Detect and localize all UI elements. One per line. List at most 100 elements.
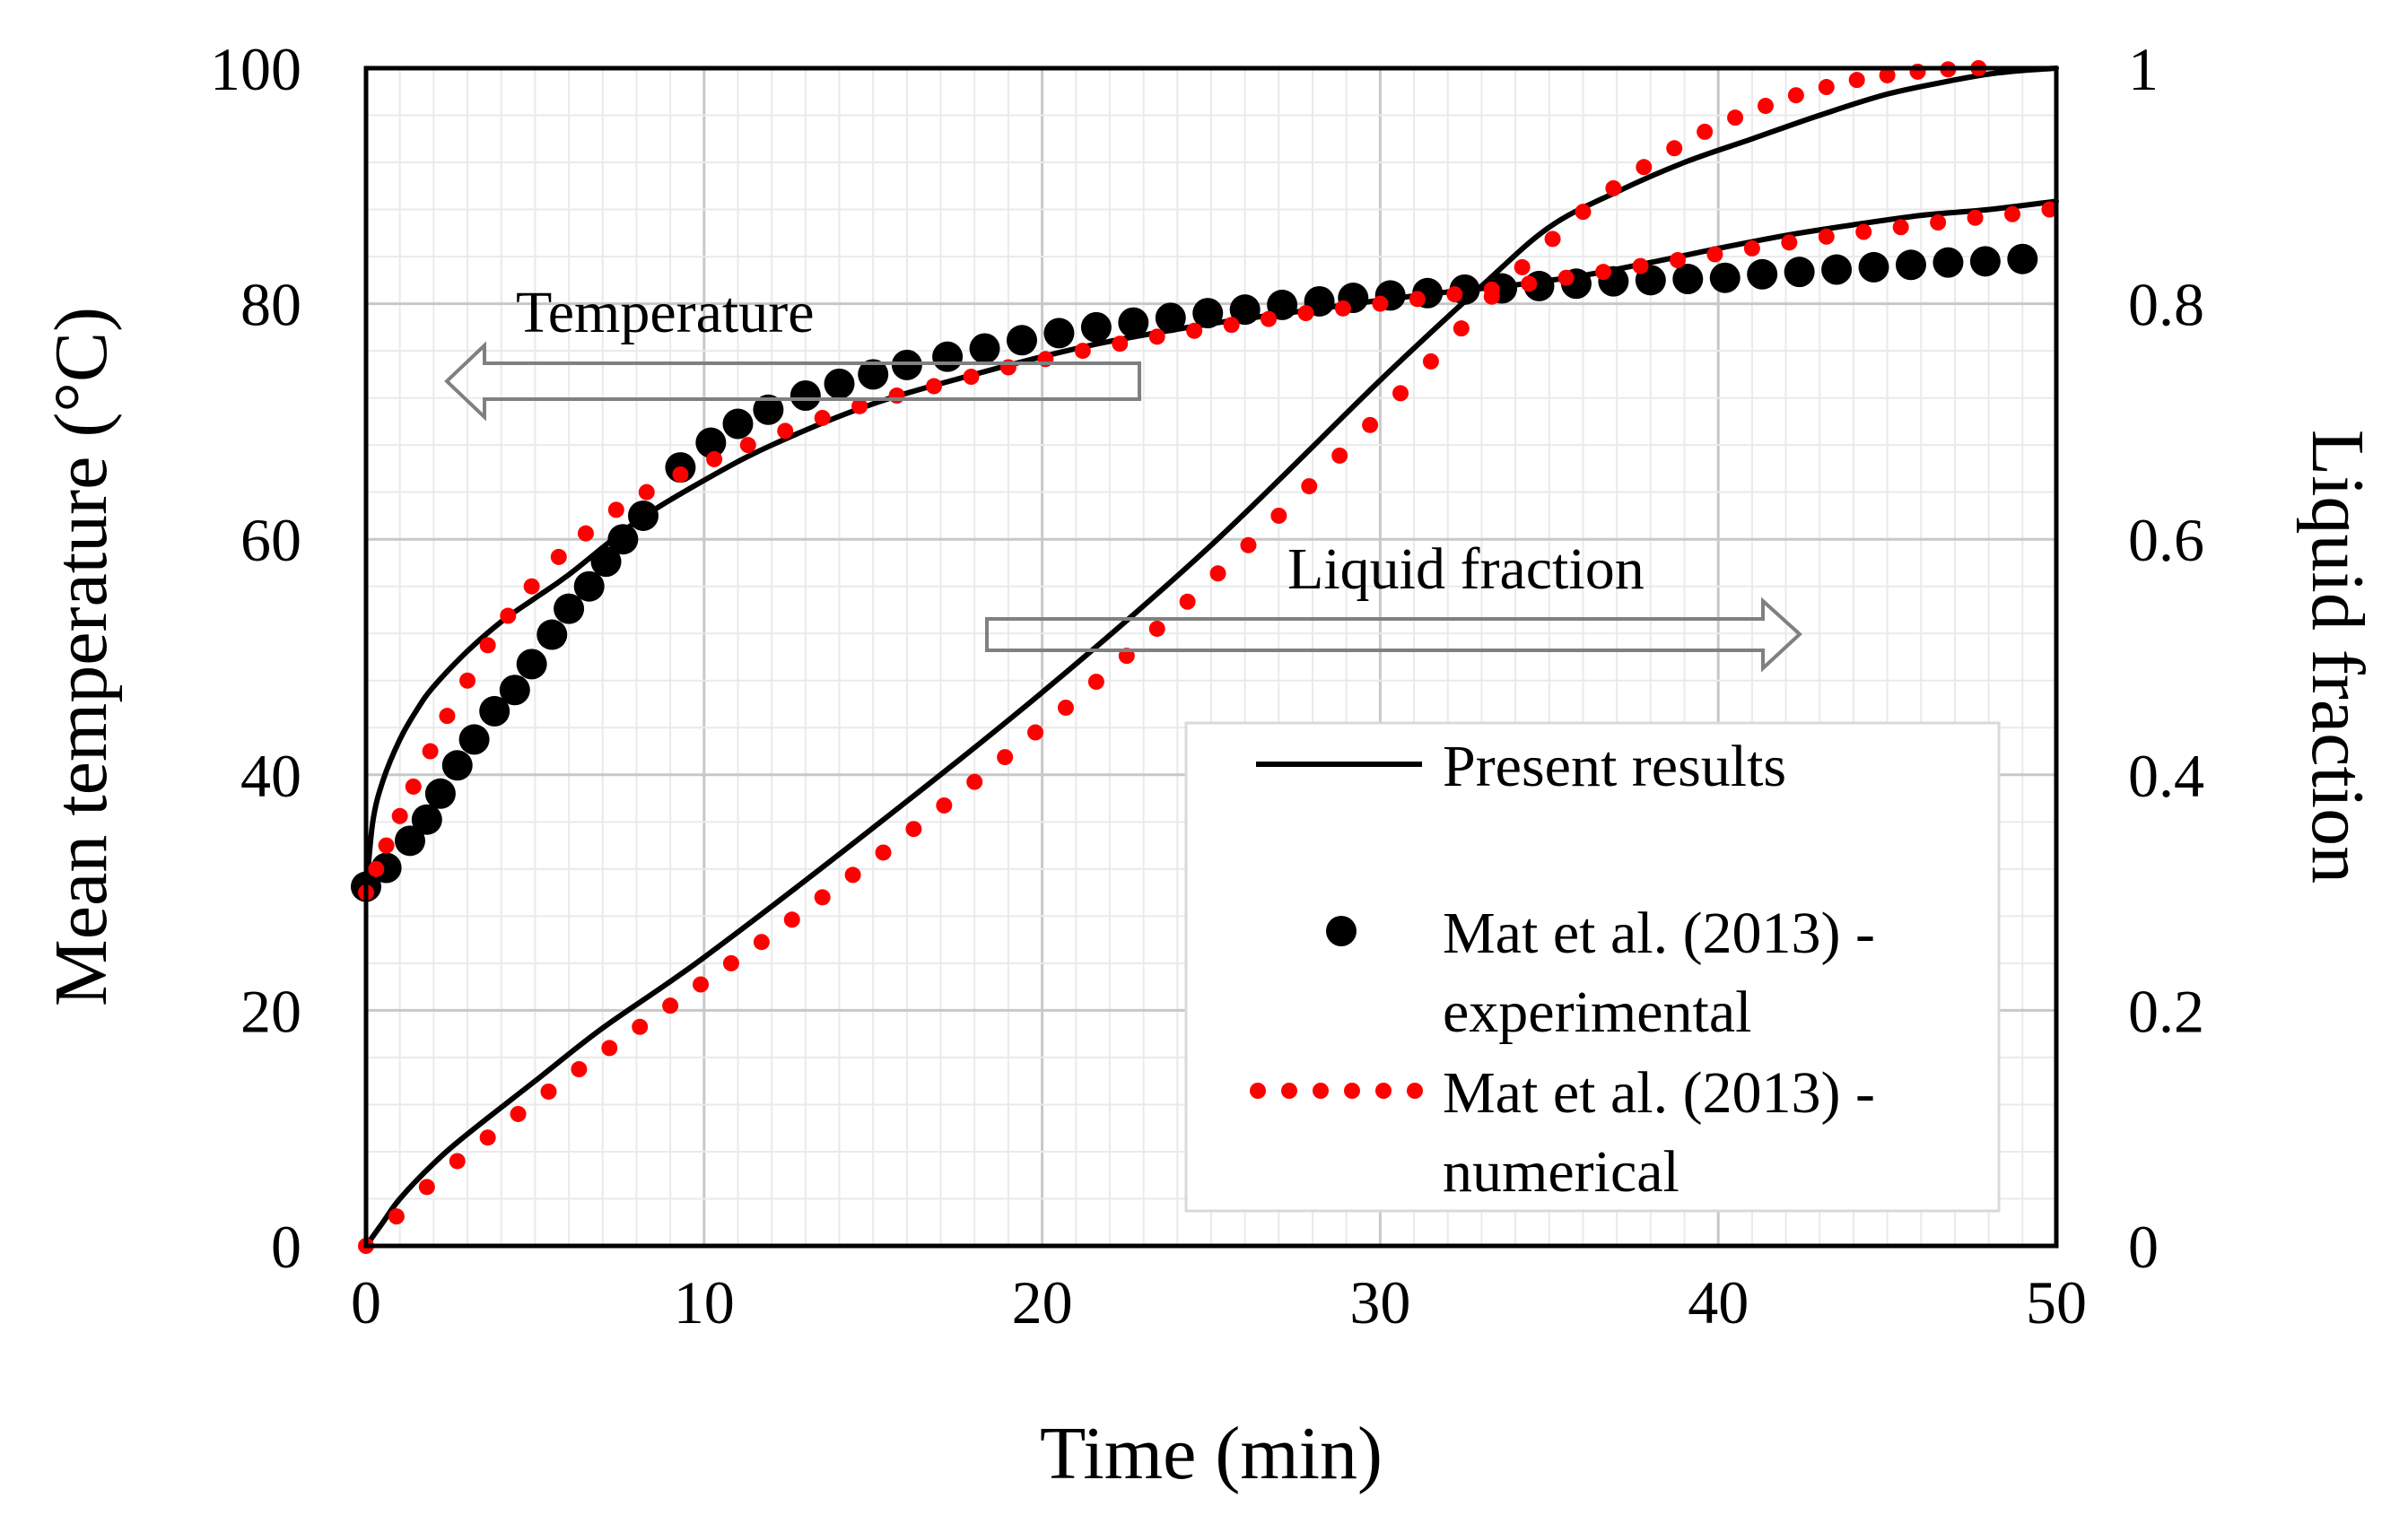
data-point <box>1514 258 1531 275</box>
data-point <box>411 804 442 835</box>
series-1 <box>363 65 2059 1249</box>
legend-label-experimental-line2: experimental <box>1443 980 1752 1045</box>
data-point <box>577 525 594 542</box>
x-tick-label: 0 <box>351 1268 381 1337</box>
data-point <box>1895 249 1926 281</box>
data-point <box>969 333 1000 364</box>
data-point <box>693 976 710 993</box>
data-point <box>1855 223 1872 240</box>
data-point <box>1672 264 1704 295</box>
data-point <box>627 500 659 531</box>
data-point <box>1155 302 1186 334</box>
y2-tick-label: 0.8 <box>2128 271 2204 339</box>
data-point <box>479 695 510 727</box>
data-point <box>1186 322 1203 339</box>
data-point <box>516 649 547 680</box>
data-point <box>1706 246 1723 263</box>
data-point <box>1229 294 1261 326</box>
data-point <box>1080 311 1112 343</box>
data-point <box>1446 286 1463 303</box>
data-point <box>1743 239 1760 257</box>
data-point <box>932 341 964 372</box>
data-point <box>1372 295 1389 312</box>
legend-swatch-numerical <box>1250 1083 1423 1099</box>
data-point <box>1933 247 1964 278</box>
data-point <box>706 450 723 467</box>
data-point <box>1223 317 1240 334</box>
data-point <box>814 409 831 426</box>
data-point <box>1362 416 1379 433</box>
legend-box <box>1184 721 2001 1213</box>
data-point <box>824 368 855 399</box>
data-point <box>601 1040 618 1057</box>
data-point <box>607 524 639 555</box>
legend-label-numerical-line1: Mat et al. (2013) - <box>1443 1060 1875 1126</box>
legend: Present results Mat et al. (2013) - expe… <box>1184 721 2001 1213</box>
data-point <box>388 1208 405 1225</box>
data-point <box>391 807 408 824</box>
y-tick-label: 20 <box>240 977 301 1045</box>
data-point <box>394 825 425 857</box>
data-point <box>814 889 831 906</box>
data-point <box>607 501 624 518</box>
data-point <box>1879 66 1896 83</box>
data-point <box>753 934 770 951</box>
legend-label-present: Present results <box>1443 734 1786 799</box>
data-point <box>695 427 727 458</box>
data-point <box>753 394 784 425</box>
y2-tick-label: 0 <box>2128 1213 2159 1281</box>
data-point <box>1727 109 1744 126</box>
data-point <box>449 1153 466 1170</box>
data-point <box>632 1018 649 1035</box>
data-point <box>1148 328 1165 345</box>
data-point <box>1118 307 1149 338</box>
data-point <box>424 778 456 809</box>
data-point <box>523 578 540 595</box>
data-point <box>777 422 794 440</box>
data-point <box>1787 87 1804 104</box>
data-point <box>844 866 861 884</box>
y-tick-label: 80 <box>240 271 301 339</box>
data-point <box>1892 219 1909 236</box>
y-axis-title: Mean temperature (°C) <box>39 307 123 1006</box>
data-point <box>1334 300 1351 317</box>
data-point <box>1331 447 1348 464</box>
data-point <box>2004 205 2021 222</box>
data-point <box>722 954 739 971</box>
data-point <box>1544 231 1561 248</box>
data-point <box>1636 159 1653 176</box>
data-point <box>418 1179 435 1196</box>
x-tick-label: 10 <box>674 1268 735 1337</box>
data-point <box>590 546 622 578</box>
liquid-fraction-label: Liquid fraction <box>1287 536 1645 602</box>
liquid-fraction-annotation: Liquid fraction <box>985 536 1802 673</box>
data-point <box>1240 536 1257 553</box>
data-point <box>1057 699 1074 716</box>
data-point <box>1595 264 1612 281</box>
plot-series <box>351 60 2059 1254</box>
data-point <box>1930 214 1947 231</box>
data-point <box>439 708 456 725</box>
x-tick-label: 30 <box>1349 1268 1410 1337</box>
data-point <box>936 797 953 814</box>
data-point <box>1697 123 1714 140</box>
x-tick-label: 40 <box>1688 1268 1749 1337</box>
data-point <box>1666 140 1683 157</box>
data-point <box>540 1083 557 1100</box>
y2-tick-label: 0.2 <box>2128 977 2204 1045</box>
data-point <box>1747 258 1778 290</box>
data-point <box>888 387 905 405</box>
data-point <box>479 637 496 654</box>
data-point <box>2007 243 2038 274</box>
data-point <box>405 778 422 795</box>
data-point <box>638 483 655 501</box>
x-tick-label: 50 <box>2026 1268 2087 1337</box>
data-point <box>1409 291 1426 308</box>
data-point <box>926 378 943 395</box>
data-point <box>1392 385 1409 402</box>
data-point <box>554 593 585 624</box>
data-point <box>1192 298 1224 329</box>
series-4 <box>358 60 1987 1254</box>
left-arrow-icon <box>444 341 1141 422</box>
data-point <box>722 408 754 440</box>
